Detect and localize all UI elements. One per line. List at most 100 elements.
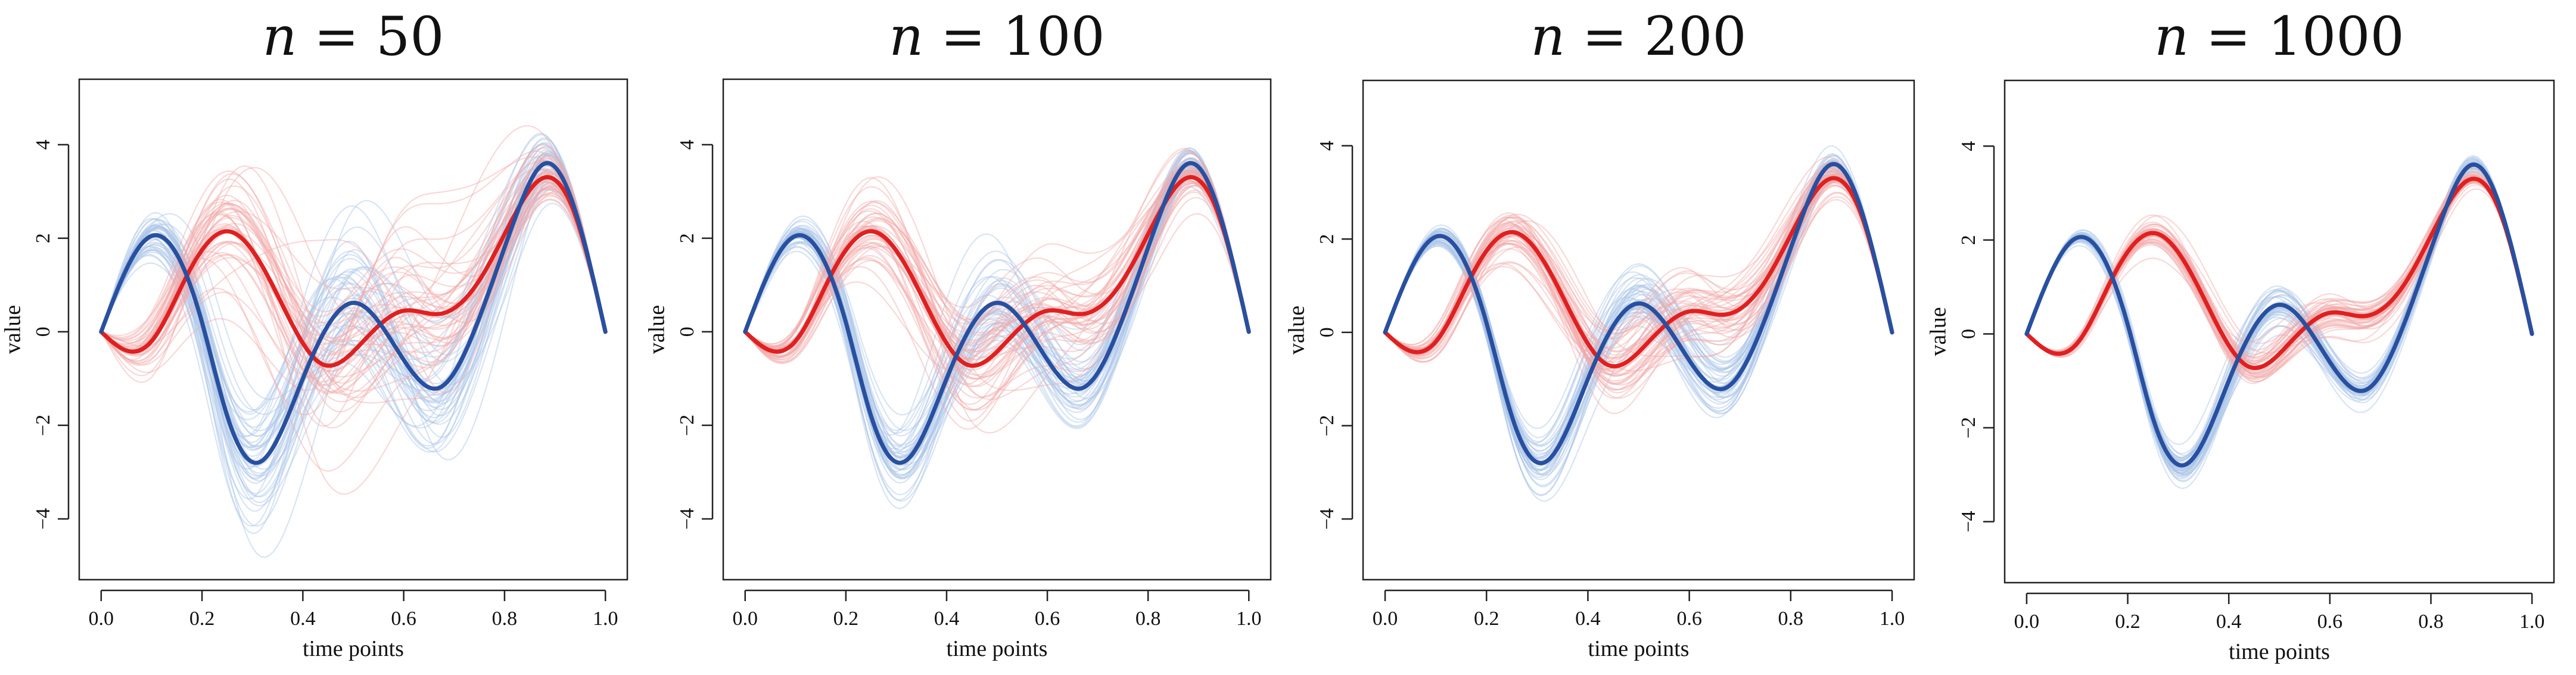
blue-sample-line xyxy=(1384,174,1893,497)
panel-2: 0.0 0.2 0.4 0.6 0.8 1.0 −4 −2 0 2 4 time points valu… xyxy=(645,5,1272,661)
blue-sample-line xyxy=(744,170,1250,470)
red-sample-line xyxy=(2026,179,2533,375)
red-mean-curve xyxy=(1383,176,1894,369)
red-sample-line xyxy=(2026,167,2533,357)
blue-sample-line xyxy=(100,153,606,500)
red-sample-line xyxy=(2026,180,2533,360)
blue-sample-line xyxy=(744,163,1250,416)
red-sample-line xyxy=(101,179,606,393)
red-sample-line xyxy=(745,161,1250,400)
plot-frame xyxy=(1362,79,1915,581)
blue-sample-line xyxy=(2026,155,2533,475)
plot-area xyxy=(2024,155,2534,490)
x-tick-label: 0.4 xyxy=(290,608,316,630)
blue-sample-line xyxy=(100,132,606,427)
y-axis-label: value xyxy=(645,305,670,354)
blue-sample-line xyxy=(100,181,606,503)
red-sample-curves xyxy=(100,125,606,495)
red-sample-line xyxy=(2026,182,2533,378)
red-sample-line xyxy=(1385,166,1893,359)
red-sample-line xyxy=(2026,181,2533,364)
x-tick-label: 0.8 xyxy=(1778,608,1804,630)
red-sample-line xyxy=(745,149,1250,430)
red-sample-line xyxy=(101,199,606,342)
x-tick-label: 1.0 xyxy=(2519,611,2545,633)
blue-sample-line xyxy=(744,149,1250,496)
blue-sample-line xyxy=(744,169,1250,467)
blue-sample-line xyxy=(2026,163,2533,465)
red-sample-line xyxy=(101,160,606,403)
x-tick-label: 0.2 xyxy=(833,608,859,630)
blue-sample-line xyxy=(744,168,1250,463)
blue-sample-line xyxy=(744,175,1250,458)
x-tick-label: 0.4 xyxy=(1575,608,1601,630)
blue-sample-line xyxy=(100,137,606,449)
red-sample-line xyxy=(100,157,606,364)
red-sample-line xyxy=(744,182,1250,364)
y-tick-label: 2 xyxy=(32,233,54,243)
red-sample-line xyxy=(1385,196,1893,384)
panel-title: n = 100n = 100 xyxy=(889,5,1105,68)
blue-sample-line xyxy=(1384,181,1893,475)
blue-mean-curve xyxy=(99,161,608,465)
blue-sample-line xyxy=(2026,156,2533,476)
y-tick-label: −4 xyxy=(1316,508,1338,530)
blue-sample-line xyxy=(100,143,606,470)
red-sample-line xyxy=(745,179,1250,422)
x-tick-label: 0.2 xyxy=(2115,611,2141,633)
red-sample-line xyxy=(2026,181,2533,362)
red-sample-line xyxy=(101,170,606,341)
blue-sample-line xyxy=(2026,157,2533,466)
x-tick-label: 1.0 xyxy=(1880,608,1905,630)
red-sample-line xyxy=(2026,180,2533,374)
blue-sample-line xyxy=(100,186,606,452)
red-sample-line xyxy=(745,184,1250,360)
blue-sample-line xyxy=(100,149,606,437)
blue-sample-line xyxy=(100,150,606,527)
blue-sample-line xyxy=(100,139,606,484)
red-sample-line xyxy=(1385,167,1893,399)
blue-sample-line xyxy=(2026,160,2533,480)
blue-sample-line xyxy=(100,170,606,477)
red-sample-line xyxy=(745,170,1250,348)
y-axis-label: value xyxy=(1284,306,1309,354)
plot-area xyxy=(99,125,608,558)
red-sample-line xyxy=(100,188,606,366)
blue-sample-line xyxy=(1384,161,1893,478)
blue-sample-line xyxy=(744,173,1250,466)
red-sample-line xyxy=(744,191,1250,360)
blue-sample-line xyxy=(2026,165,2533,468)
red-sample-line xyxy=(745,158,1250,358)
red-sample-line xyxy=(1385,180,1893,357)
blue-mean-curve xyxy=(1383,161,1894,465)
blue-sample-line xyxy=(100,133,606,506)
blue-sample-line xyxy=(100,181,606,450)
red-sample-line xyxy=(1385,167,1893,415)
y-tick-label: −4 xyxy=(676,508,698,530)
plot-frame xyxy=(78,78,629,581)
x-tick-label: 1.0 xyxy=(1236,608,1262,630)
y-tick-label: 0 xyxy=(1316,327,1338,337)
y-tick-label: 2 xyxy=(1316,234,1338,244)
x-axis-label: time points xyxy=(1588,636,1690,661)
red-sample-line xyxy=(101,185,606,404)
y-tick-label: −2 xyxy=(32,415,54,436)
blue-sample-line xyxy=(744,169,1250,459)
red-sample-line xyxy=(101,155,606,363)
blue-sample-line xyxy=(744,170,1250,459)
red-sample-line xyxy=(2026,181,2533,370)
y-tick-label: 4 xyxy=(1958,141,1980,151)
panel-1: 0.0 0.2 0.4 0.6 0.8 1.0 −4 −2 0 2 4 time points valu… xyxy=(1,5,629,661)
x-tick-label: 0.6 xyxy=(2317,611,2343,633)
red-sample-line xyxy=(2026,178,2533,370)
red-sample-line xyxy=(101,147,606,495)
y-tick-label: 2 xyxy=(676,233,698,243)
blue-mean-curve xyxy=(2024,162,2534,468)
blue-sample-line xyxy=(2026,165,2533,477)
blue-sample-line xyxy=(744,172,1250,459)
blue-sample-line xyxy=(2026,163,2533,477)
x-tick-label: 0.6 xyxy=(391,608,416,630)
blue-sample-line xyxy=(100,161,606,432)
red-sample-line xyxy=(101,156,606,368)
x-tick-label: 0.0 xyxy=(89,608,114,630)
